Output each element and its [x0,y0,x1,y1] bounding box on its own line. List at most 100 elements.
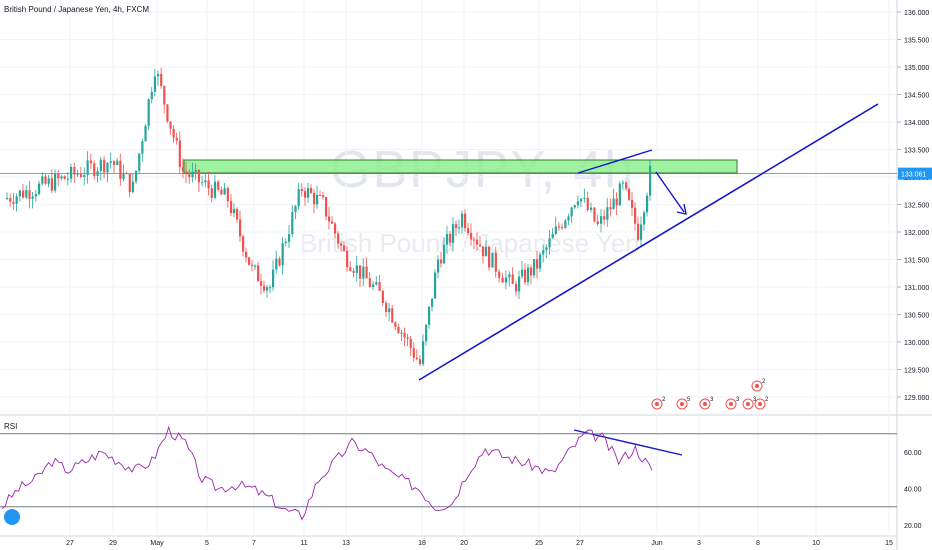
candle [412,342,415,362]
candle [473,237,476,249]
event-marker-icon[interactable]: 3 [725,397,740,410]
candle-body [476,239,479,245]
candle [646,192,649,217]
event-marker-icon[interactable]: 2 [754,397,769,410]
candle [86,151,89,184]
candle [593,206,596,223]
candle-body [612,198,615,210]
candle [319,190,322,196]
event-marker-icon[interactable]: 2 [651,397,666,410]
candle-body [18,190,21,197]
candle-body [263,285,266,291]
candle [533,259,536,279]
candle [372,280,375,290]
candle-body [428,306,431,325]
time-tick-label: 10 [812,540,820,547]
candle [365,257,368,279]
candle [431,298,434,312]
candle [106,162,109,183]
price-tick-label: 136.000 [904,10,929,17]
price-tick-label: 130.000 [904,340,929,347]
candle [378,275,381,291]
candle [251,260,254,272]
candle-body [530,267,533,276]
candle [210,184,213,203]
event-marker-icon[interactable]: 2 [751,379,766,392]
candle [545,244,548,259]
candle-body [54,174,57,191]
candle-body [501,277,504,283]
candle [446,226,449,254]
candle [15,193,18,212]
event-marker-icon[interactable]: 3 [742,397,757,410]
candle-body [580,198,583,202]
candle-body [116,160,119,166]
candle-body [482,246,485,257]
candle [479,236,482,248]
event-marker-icon[interactable]: 5 [676,397,691,410]
tradingview-logo-icon[interactable] [4,509,20,525]
candle [485,240,488,257]
candle [188,169,191,185]
candle [557,222,561,231]
candle [316,185,319,209]
rsi-tick-label: 60.00 [904,450,922,457]
time-tick-label: 3 [697,540,701,547]
candle-body [359,265,362,279]
candle [375,276,378,286]
candle [524,263,527,286]
candle [260,274,263,295]
candle-body [226,188,229,202]
candle-body [455,224,458,229]
candle [576,195,580,209]
candle [521,260,524,279]
candle-body [567,216,570,221]
candle-body [178,140,181,168]
candle [621,179,625,191]
rsi-tick-label: 40.00 [904,487,922,494]
candle-body [649,165,652,196]
candle-body [434,272,437,299]
event-marker-icon[interactable]: 3 [699,397,714,410]
candle [511,267,514,284]
candle [322,191,325,200]
candle-body [138,153,141,171]
candle [400,329,403,342]
candle [113,160,116,173]
candle-body [191,171,194,178]
candle-body [449,234,452,243]
candle-body [103,159,106,173]
time-tick-label: May [150,540,164,547]
candle [634,202,637,231]
candle-body [245,251,248,258]
candle [596,214,599,226]
candle-body [119,160,122,179]
candle [236,207,239,223]
time-tick-label: 11 [300,540,307,547]
candle-body [15,196,18,204]
candle [397,323,400,334]
candle [197,169,201,193]
candle-body [625,182,628,189]
candle-body [400,332,403,334]
candle [443,237,446,265]
candle [233,203,236,217]
candle-body [521,269,524,277]
trend-drawings [0,103,897,456]
candle [325,196,328,220]
candle-body [494,252,497,272]
candle-body [593,207,596,222]
candle-body [57,174,60,179]
candle [257,261,260,282]
time-tick-label: 8 [756,540,760,547]
candle-body [415,357,419,360]
candle-body [122,173,125,179]
time-tick-label: 27 [576,540,584,547]
candle-body [284,241,287,244]
candle [272,260,275,291]
event-marker-count: 2 [765,397,769,403]
candle-body [266,287,269,291]
